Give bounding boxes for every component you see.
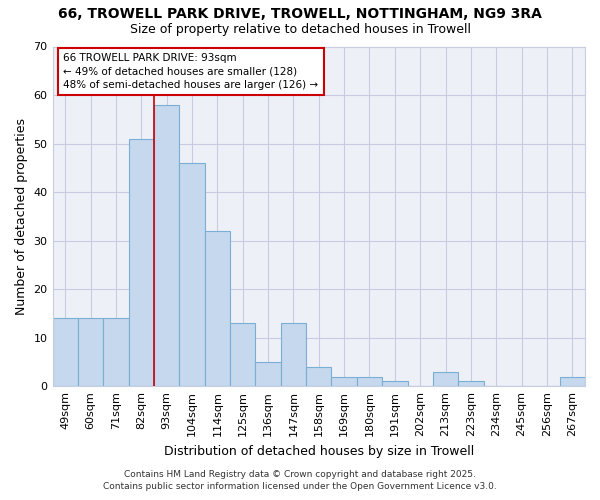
Bar (78, 318, 103, 386)
Bar (382, 382, 407, 386)
Bar (154, 105, 179, 386)
X-axis label: Distribution of detached houses by size in Trowell: Distribution of detached houses by size … (164, 444, 474, 458)
Bar (433, 372, 458, 386)
Bar (179, 163, 205, 386)
Text: Size of property relative to detached houses in Trowell: Size of property relative to detached ho… (130, 22, 470, 36)
Bar (205, 231, 230, 386)
Bar (230, 323, 256, 386)
Bar (256, 362, 281, 386)
Bar (281, 323, 306, 386)
Bar (331, 376, 357, 386)
Bar (128, 138, 154, 386)
Text: 66, TROWELL PARK DRIVE, TROWELL, NOTTINGHAM, NG9 3RA: 66, TROWELL PARK DRIVE, TROWELL, NOTTING… (58, 8, 542, 22)
Bar (357, 376, 382, 386)
Bar (53, 318, 78, 386)
Bar (458, 382, 484, 386)
Bar (103, 318, 128, 386)
Bar (560, 376, 585, 386)
Bar (306, 367, 331, 386)
Text: Contains HM Land Registry data © Crown copyright and database right 2025.
Contai: Contains HM Land Registry data © Crown c… (103, 470, 497, 491)
Text: 66 TROWELL PARK DRIVE: 93sqm
← 49% of detached houses are smaller (128)
48% of s: 66 TROWELL PARK DRIVE: 93sqm ← 49% of de… (63, 54, 319, 90)
Y-axis label: Number of detached properties: Number of detached properties (15, 118, 28, 315)
